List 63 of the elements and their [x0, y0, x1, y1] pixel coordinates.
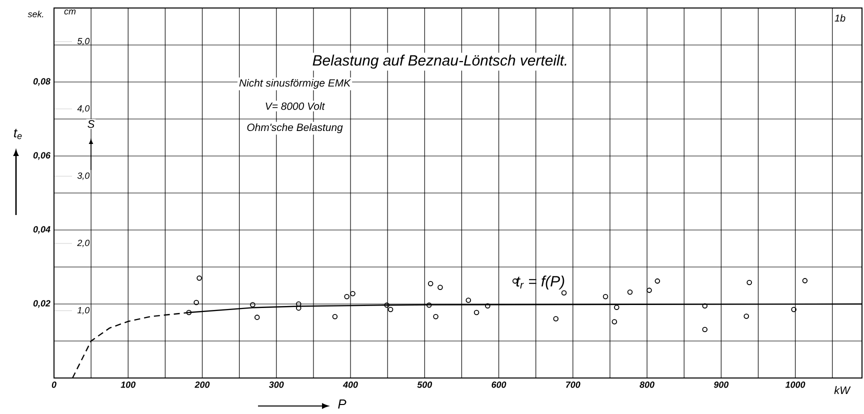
- y2-tick-label: 5,0: [77, 38, 90, 46]
- text: Belastung auf Beznau-Löntsch verteilt.: [312, 54, 566, 69]
- point: [196, 275, 202, 281]
- y2-axis-title: S: [88, 120, 95, 128]
- y2-tick-label: 2,0: [77, 240, 90, 248]
- point: [384, 302, 390, 308]
- point: [344, 294, 350, 300]
- text: sek.: [28, 10, 44, 18]
- point: [791, 306, 796, 312]
- point: [485, 303, 490, 308]
- x-tick-label: 600: [492, 382, 506, 388]
- point: [296, 301, 302, 307]
- point: [802, 278, 808, 284]
- x-tick-label: 400: [342, 382, 358, 388]
- point: [561, 290, 567, 296]
- point: [602, 294, 608, 300]
- point: [433, 314, 438, 320]
- y-tick-label: 0,06: [33, 152, 51, 160]
- y-tick-label: 0,04: [33, 226, 50, 234]
- point: [426, 302, 432, 308]
- point: [438, 284, 443, 290]
- x-tick-label: 300: [268, 382, 284, 388]
- x-tick-label: 1000: [785, 382, 806, 388]
- y2-tick-label: 4,0: [77, 105, 90, 113]
- point: [254, 314, 260, 320]
- point: [553, 316, 558, 322]
- point: [350, 290, 356, 296]
- x-axis-title: P: [338, 400, 346, 408]
- x-tick-label: 800: [640, 382, 654, 388]
- point: [614, 304, 620, 310]
- point: [654, 278, 660, 284]
- point: [296, 305, 302, 311]
- point: [250, 302, 256, 308]
- point: [702, 326, 708, 332]
- annotation: 1b: [834, 14, 846, 22]
- x-tick-label: 500: [417, 382, 432, 388]
- point: [428, 281, 434, 286]
- x-tick-label: 700: [566, 382, 580, 388]
- y-axis-title: t$_{e}$: [14, 128, 22, 140]
- point: [646, 288, 652, 293]
- point: [702, 303, 708, 308]
- text: kW: [834, 386, 851, 394]
- x-tick-label: 900: [714, 382, 729, 388]
- point: [746, 280, 752, 286]
- x-tick-label: 200: [194, 382, 210, 388]
- y-tick-label: 0,02: [33, 300, 50, 308]
- x-tick-label: 0: [52, 382, 56, 388]
- point: [744, 314, 750, 319]
- point: [466, 298, 472, 303]
- point: [332, 314, 338, 320]
- text: Nicht sinusförmige EMK: [239, 78, 351, 89]
- annotation: cm: [64, 10, 76, 14]
- point: [474, 310, 480, 316]
- x-tick-label: 100: [120, 382, 136, 388]
- y2-tick-label: 3,0: [77, 172, 90, 180]
- y2-tick-label: 1,0: [77, 307, 90, 314]
- point: [627, 290, 633, 295]
- point: [388, 306, 394, 312]
- point: [194, 300, 199, 306]
- annotation: V= 8000 Volt: [266, 102, 326, 110]
- point: [612, 319, 618, 324]
- annotation: Ohm'sche Belastung: [247, 123, 343, 134]
- y-tick-label: 0,08: [33, 78, 50, 86]
